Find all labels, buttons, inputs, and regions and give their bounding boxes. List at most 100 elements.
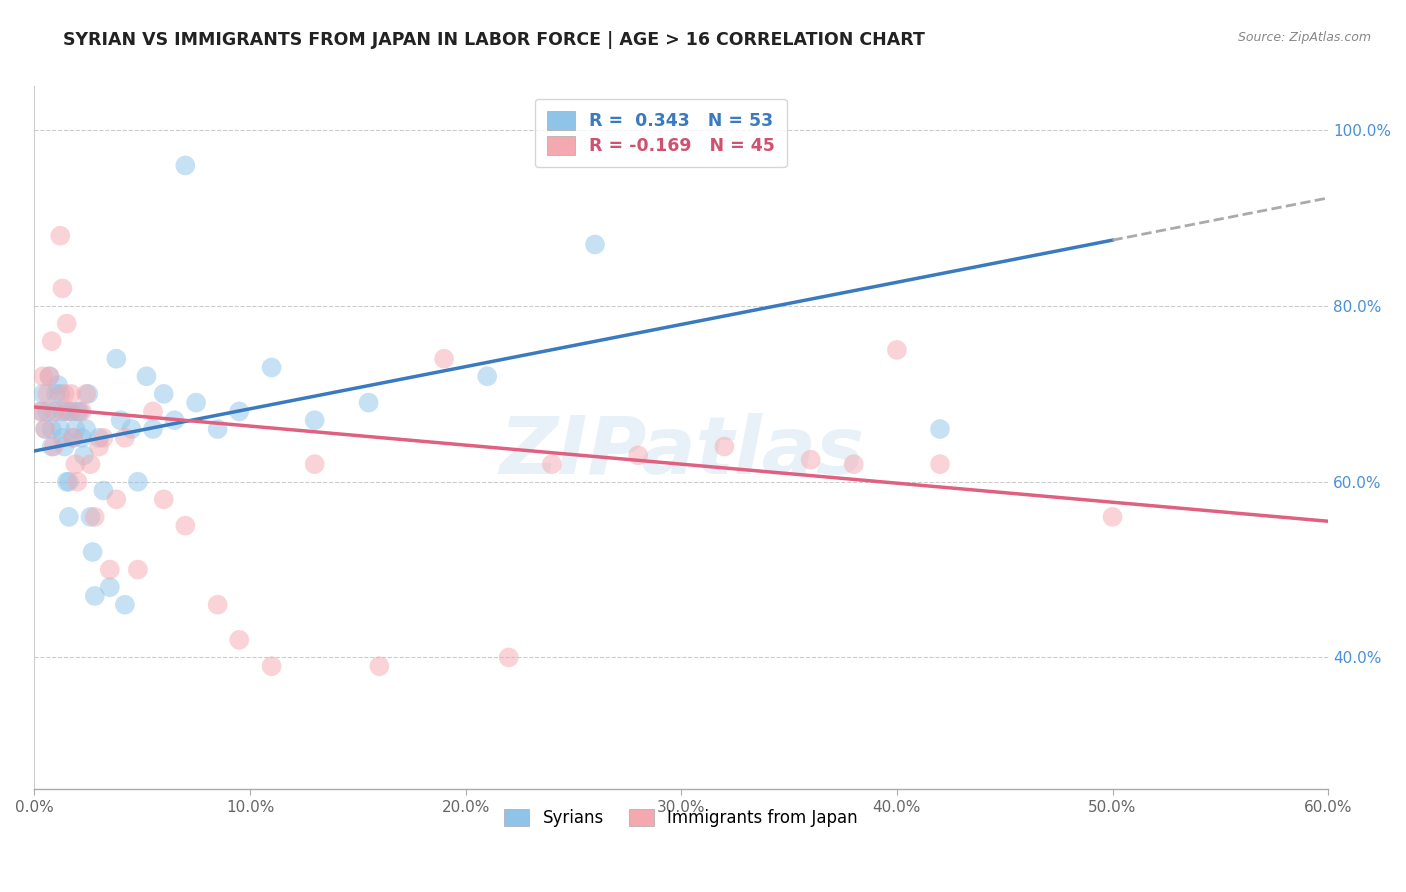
Point xyxy=(98,563,121,577)
Point xyxy=(228,404,250,418)
Point xyxy=(53,387,76,401)
Point xyxy=(41,440,63,454)
Point xyxy=(142,422,165,436)
Point xyxy=(30,404,52,418)
Point xyxy=(105,492,128,507)
Point xyxy=(45,404,67,418)
Point xyxy=(207,598,229,612)
Point xyxy=(49,387,72,401)
Text: Source: ZipAtlas.com: Source: ZipAtlas.com xyxy=(1237,31,1371,45)
Point xyxy=(83,589,105,603)
Point xyxy=(114,431,136,445)
Point xyxy=(174,158,197,172)
Point xyxy=(82,545,104,559)
Point xyxy=(174,518,197,533)
Point xyxy=(49,228,72,243)
Point xyxy=(51,431,73,445)
Point xyxy=(55,475,77,489)
Point xyxy=(304,457,326,471)
Point xyxy=(42,404,65,418)
Point xyxy=(34,422,56,436)
Point xyxy=(135,369,157,384)
Point xyxy=(30,404,52,418)
Point xyxy=(83,509,105,524)
Point xyxy=(929,422,952,436)
Point xyxy=(498,650,520,665)
Text: ZIPatlas: ZIPatlas xyxy=(499,413,863,491)
Legend: Syrians, Immigrants from Japan: Syrians, Immigrants from Japan xyxy=(498,802,865,834)
Point xyxy=(627,448,650,462)
Point xyxy=(51,281,73,295)
Point xyxy=(62,431,84,445)
Point xyxy=(357,395,380,409)
Point xyxy=(1101,509,1123,524)
Point xyxy=(93,483,115,498)
Point xyxy=(304,413,326,427)
Point xyxy=(66,404,89,418)
Point xyxy=(51,404,73,418)
Point xyxy=(433,351,456,366)
Point xyxy=(62,431,84,445)
Point xyxy=(163,413,186,427)
Point xyxy=(583,237,606,252)
Point xyxy=(55,404,77,418)
Point xyxy=(60,404,83,418)
Point xyxy=(93,431,115,445)
Point xyxy=(79,509,101,524)
Point xyxy=(105,351,128,366)
Point xyxy=(98,580,121,594)
Point xyxy=(32,369,55,384)
Point xyxy=(41,334,63,348)
Point xyxy=(37,387,59,401)
Point xyxy=(55,317,77,331)
Point xyxy=(58,509,80,524)
Point xyxy=(66,475,89,489)
Point xyxy=(477,369,499,384)
Point xyxy=(260,360,283,375)
Point xyxy=(110,413,132,427)
Point xyxy=(49,422,72,436)
Point xyxy=(127,563,149,577)
Point xyxy=(34,422,56,436)
Point xyxy=(65,457,87,471)
Point xyxy=(32,387,55,401)
Point xyxy=(87,440,110,454)
Point xyxy=(87,431,110,445)
Point xyxy=(60,387,83,401)
Text: SYRIAN VS IMMIGRANTS FROM JAPAN IN LABOR FORCE | AGE > 16 CORRELATION CHART: SYRIAN VS IMMIGRANTS FROM JAPAN IN LABOR… xyxy=(63,31,925,49)
Point xyxy=(713,440,735,454)
Point xyxy=(184,395,207,409)
Point xyxy=(79,457,101,471)
Point xyxy=(120,422,142,436)
Point xyxy=(260,659,283,673)
Point xyxy=(69,404,91,418)
Point xyxy=(70,431,93,445)
Point xyxy=(46,378,69,392)
Point xyxy=(800,452,823,467)
Point xyxy=(58,404,80,418)
Point xyxy=(70,404,93,418)
Point xyxy=(886,343,908,357)
Point xyxy=(75,422,97,436)
Point xyxy=(58,475,80,489)
Point xyxy=(152,387,174,401)
Point xyxy=(75,387,97,401)
Point xyxy=(114,598,136,612)
Point xyxy=(207,422,229,436)
Point xyxy=(65,422,87,436)
Point xyxy=(42,440,65,454)
Point xyxy=(368,659,391,673)
Point xyxy=(45,387,67,401)
Point xyxy=(842,457,865,471)
Point xyxy=(38,369,60,384)
Point xyxy=(228,632,250,647)
Point xyxy=(929,457,952,471)
Point xyxy=(38,369,60,384)
Point xyxy=(541,457,564,471)
Point xyxy=(41,422,63,436)
Point xyxy=(53,440,76,454)
Point xyxy=(127,475,149,489)
Point xyxy=(73,448,96,462)
Point xyxy=(152,492,174,507)
Point xyxy=(37,404,59,418)
